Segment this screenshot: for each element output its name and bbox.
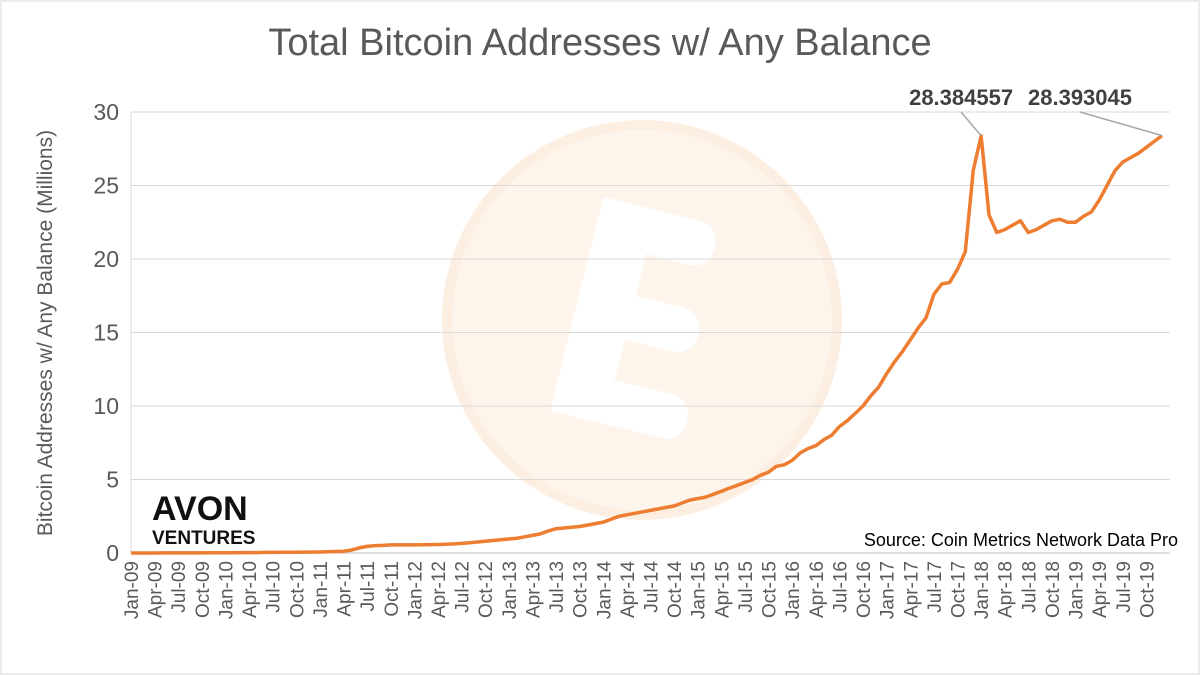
y-tick-label: 0 <box>106 540 119 566</box>
y-tick-label: 10 <box>93 393 119 419</box>
x-tick-label: Jan-19 <box>1067 561 1088 619</box>
y-tick-label: 5 <box>106 467 119 493</box>
y-axis-label: Bitcoin Addresses w/ Any Balance (Millio… <box>34 130 57 536</box>
y-tick-label: 15 <box>93 320 119 346</box>
x-tick-label: Apr-16 <box>807 561 828 618</box>
x-tick-label: Jul-09 <box>169 561 190 613</box>
x-tick-label: Apr-13 <box>523 561 544 618</box>
x-tick-label: Jul-12 <box>453 561 474 613</box>
x-tick-label: Apr-15 <box>712 561 733 618</box>
chart-title: Total Bitcoin Addresses w/ Any Balance <box>268 22 931 64</box>
x-tick-label: Jan-12 <box>405 561 426 619</box>
x-tick-label: Jul-15 <box>736 561 757 613</box>
x-tick-label: Oct-11 <box>382 561 403 617</box>
x-tick-label: Jan-17 <box>878 561 899 619</box>
x-tick-label: Oct-18 <box>1043 561 1064 618</box>
x-tick-label: Jul-14 <box>642 561 663 613</box>
x-tick-label: Jan-15 <box>689 561 710 619</box>
x-tick-label: Jul-18 <box>1019 561 1040 613</box>
x-tick-label: Jul-16 <box>830 561 851 613</box>
x-tick-label: Jan-11 <box>311 561 332 618</box>
x-tick-label: Oct-17 <box>948 561 969 618</box>
annotation-leader <box>1079 111 1163 137</box>
x-tick-label: Oct-12 <box>476 561 497 618</box>
x-tick-label: Jul-10 <box>264 561 285 613</box>
x-tick-label: Jul-19 <box>1114 561 1135 613</box>
x-tick-label: Jan-16 <box>783 561 804 619</box>
x-tick-label: Apr-10 <box>240 561 261 618</box>
annotation-leader <box>960 111 982 137</box>
x-tick-label: Oct-14 <box>665 561 686 618</box>
value-label: 28.384557 <box>909 85 1013 110</box>
x-tick-label: Apr-19 <box>1090 561 1111 618</box>
x-tick-label: Apr-11 <box>335 561 356 617</box>
x-tick-label: Apr-12 <box>429 561 450 618</box>
x-tick-label: Jul-17 <box>925 561 946 613</box>
x-tick-label: Apr-14 <box>618 561 639 618</box>
source-note: Source: Coin Metrics Network Data Pro <box>864 530 1178 550</box>
x-tick-label: Jan-10 <box>216 561 237 619</box>
bitcoin-watermark <box>442 120 842 520</box>
y-tick-label: 25 <box>93 173 119 199</box>
x-tick-label: Jul-13 <box>547 561 568 613</box>
x-tick-label: Oct-19 <box>1137 561 1158 618</box>
x-tick-label: Oct-10 <box>287 561 308 618</box>
x-tick-label: Apr-17 <box>901 561 922 618</box>
x-tick-label: Jan-18 <box>972 561 993 619</box>
data-line <box>131 133 1164 555</box>
x-tick-label: Apr-09 <box>146 561 167 618</box>
x-tick-label: Apr-18 <box>996 561 1017 618</box>
x-tick-label: Oct-16 <box>854 561 875 618</box>
logo-text: AVON <box>152 490 248 528</box>
x-tick-label: Oct-13 <box>571 561 592 618</box>
x-tick-label: Oct-15 <box>760 561 781 618</box>
y-tick-label: 30 <box>93 99 119 125</box>
x-tick-label: Jul-11 <box>358 561 379 611</box>
logo-text: VENTURES <box>152 528 255 549</box>
value-label: 28.393045 <box>1028 85 1132 110</box>
x-tick-label: Jan-09 <box>122 561 143 619</box>
x-tick-label: Jan-13 <box>500 561 521 619</box>
x-tick-label: Jan-14 <box>594 561 615 620</box>
x-tick-label: Oct-09 <box>193 561 214 618</box>
y-tick-label: 20 <box>93 246 119 272</box>
